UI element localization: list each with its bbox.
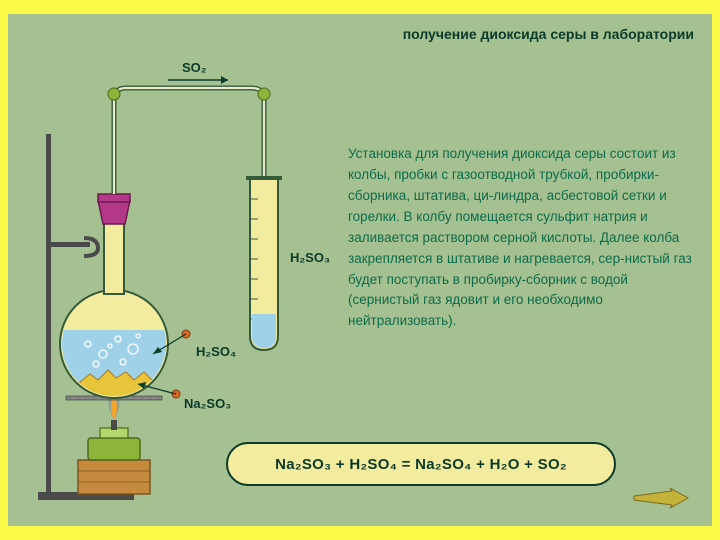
diagram-panel: получение диоксида серы в лаборатории Ус… (8, 14, 712, 526)
next-arrow-icon[interactable] (630, 486, 690, 510)
stand-clamp (46, 242, 90, 247)
stopper (98, 200, 130, 224)
leader-salt (138, 382, 180, 398)
label-collector: H₂SO₃ (290, 250, 330, 265)
flask-neck (104, 214, 124, 294)
burner-wick (111, 420, 117, 430)
wood-block (78, 460, 150, 494)
tube-liquid (252, 314, 276, 348)
label-gas: SO₂ (182, 60, 207, 75)
label-salt: Na₂SO₃ (184, 396, 231, 411)
burner-body (88, 438, 140, 460)
page-title: получение диоксида серы в лаборатории (403, 26, 694, 42)
label-acid: H₂SO₄ (196, 344, 236, 359)
apparatus-diagram: SO₂ H₂SO₃ H₂SO₄ Na₂SO₃ (18, 44, 338, 504)
stand-rod (46, 134, 51, 494)
description-text: Установка для получения диоксида серы со… (348, 144, 698, 332)
